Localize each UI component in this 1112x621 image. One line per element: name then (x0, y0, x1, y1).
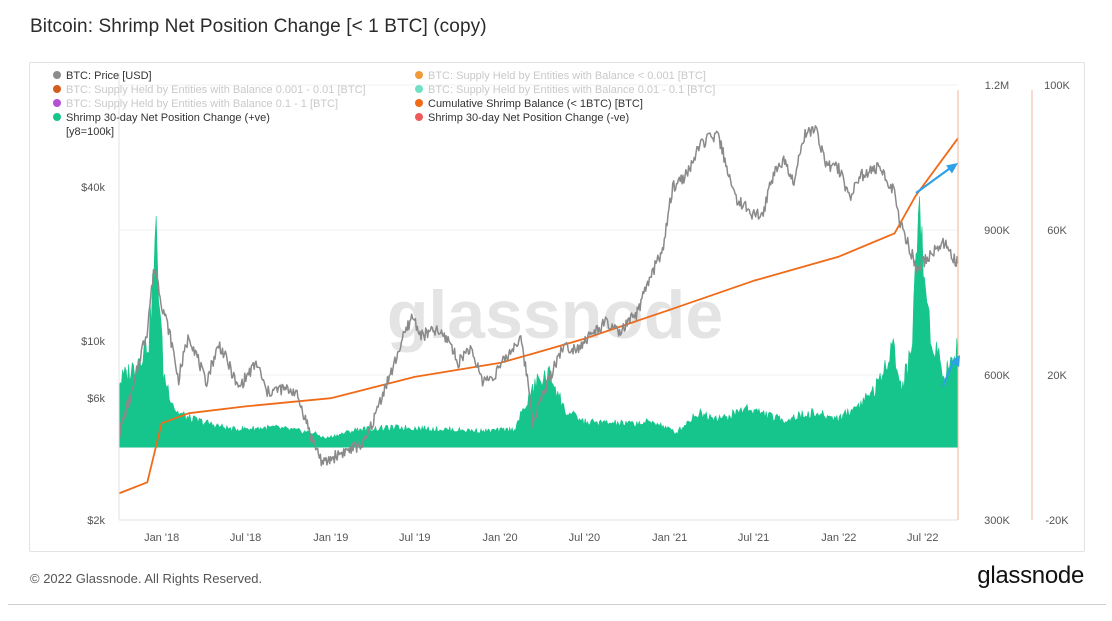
legend-marker (415, 85, 423, 93)
x-axis-tick-label: Jul '20 (569, 532, 600, 544)
legend-label: Shrimp 30-day Net Position Change (+ve) (66, 112, 270, 124)
x-axis-tick-label: Jul '19 (399, 532, 430, 544)
chart-card[interactable] (29, 62, 1085, 552)
legend-item[interactable]: BTC: Price [USD] (53, 70, 152, 84)
legend-label: BTC: Supply Held by Entities with Balanc… (66, 98, 339, 110)
x-axis-tick-label: Jan '18 (144, 532, 179, 544)
legend-item[interactable]: BTC: Supply Held by Entities with Balanc… (53, 98, 338, 112)
footer-logo[interactable]: glassnode (977, 562, 1084, 589)
legend-marker (415, 71, 423, 79)
net-position-positive-area (118, 196, 959, 448)
net-position-area-layer (118, 196, 959, 448)
x-axis-tick-label: Jul '18 (230, 532, 261, 544)
price-line-layer (118, 125, 959, 467)
price-axis-tick-label: $40k (81, 182, 105, 194)
legend-label: Shrimp 30-day Net Position Change (-ve) (428, 112, 630, 124)
footer-copyright: © 2022 Glassnode. All Rights Reserved. (30, 571, 263, 586)
x-axis-tick-label: Jul '21 (738, 532, 769, 544)
legend-item[interactable]: BTC: Supply Held by Entities with Balanc… (53, 84, 366, 98)
net-change-axis-tick-label: -20K (1045, 515, 1069, 527)
cumulative-axis-tick-label: 900K (984, 225, 1010, 237)
legend-item[interactable]: Cumulative Shrimp Balance (< 1BTC) [BTC] (415, 98, 643, 112)
axes-layer: $2k $6k $10k $40k 300K 600K 900K 1.2M -20K 20K 60K… (81, 73, 1071, 544)
legend-label: BTC: Supply Held by Entities with Balanc… (428, 70, 706, 82)
price-axis-tick-label: $10k (81, 336, 105, 348)
net-change-axis-tick-label: 60K (1047, 225, 1067, 237)
legend-item[interactable]: BTC: Supply Held by Entities with Balanc… (415, 70, 706, 84)
x-axis-tick-label: Jan '21 (652, 532, 687, 544)
price-axis-tick-label: $2k (87, 515, 105, 527)
chart-watermark: glassnode (387, 277, 723, 353)
cumulative-axis-tick-label: 600K (984, 370, 1010, 382)
page-title: Bitcoin: Shrimp Net Position Change [< 1… (30, 16, 487, 37)
trend-arrow-net-change (941, 355, 960, 387)
x-axis-tick-label: Jan '22 (821, 532, 856, 544)
arrow-head (946, 163, 958, 174)
trend-arrows (915, 163, 960, 387)
x-axis-tick-label: Jan '19 (313, 532, 348, 544)
legend-item[interactable]: Shrimp 30-day Net Position Change (+ve) (53, 112, 270, 126)
net-change-axis-tick-label: 20K (1047, 370, 1067, 382)
legend-marker (415, 99, 423, 107)
legend-label: BTC: Supply Held by Entities with Balanc… (66, 84, 366, 96)
legend-item[interactable]: BTC: Supply Held by Entities with Balanc… (415, 84, 715, 98)
legend-label: BTC: Supply Held by Entities with Balanc… (428, 84, 716, 96)
price-axis-tick-label: $6k (87, 393, 105, 405)
net-change-axis-tick-label: 100K (1044, 80, 1070, 92)
legend-note: [y8=100k] (66, 126, 115, 138)
legend-marker (415, 113, 423, 121)
btc-price-line (118, 125, 959, 467)
arrow-shaft (915, 165, 954, 194)
footer-divider (8, 604, 1106, 605)
cumulative-axis-tick-label: 1.2M (985, 80, 1009, 92)
cumulative-axis-tick-label: 300K (984, 515, 1010, 527)
arrow-head (950, 355, 960, 368)
trend-arrow-cumulative (915, 163, 958, 194)
x-axis-tick-label: Jan '20 (482, 532, 517, 544)
legend-label: Cumulative Shrimp Balance (< 1BTC) [BTC] (428, 98, 643, 110)
legend-marker (53, 113, 61, 121)
cumulative-line-layer (118, 137, 959, 495)
x-axis-tick-label: Jul '22 (907, 532, 938, 544)
legend-label: BTC: Price [USD] (66, 70, 152, 82)
legend-item[interactable]: Shrimp 30-day Net Position Change (-ve) (415, 112, 629, 126)
legend-marker (53, 99, 61, 107)
legend-marker (53, 71, 61, 79)
cumulative-balance-line (118, 137, 959, 495)
legend-marker (53, 85, 61, 93)
